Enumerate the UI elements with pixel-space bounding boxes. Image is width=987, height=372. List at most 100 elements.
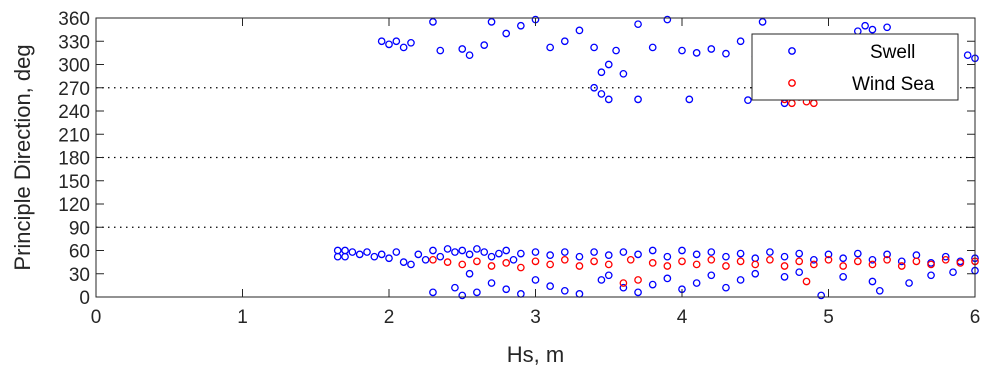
x-tick-label: 4 [677, 307, 688, 328]
data-point [707, 45, 716, 53]
data-point [407, 260, 415, 269]
data-point [458, 291, 467, 300]
data-point [590, 248, 598, 256]
x-axis-title: Hs, m [507, 342, 564, 367]
data-point [429, 246, 437, 255]
data-point [516, 249, 525, 258]
data-point [663, 252, 672, 261]
data-points [333, 15, 979, 300]
y-tick-label: 240 [58, 102, 90, 123]
data-point [619, 283, 628, 292]
data-point [875, 286, 884, 295]
data-point [341, 252, 349, 261]
data-point [531, 257, 540, 266]
data-point [736, 257, 745, 266]
data-point [516, 263, 525, 272]
data-point [685, 95, 694, 104]
data-point [436, 46, 445, 55]
data-point [597, 90, 606, 98]
data-point [502, 29, 511, 38]
y-axis-title: Principle Direction, deg [10, 44, 35, 270]
data-point [927, 271, 935, 280]
data-point [897, 257, 906, 266]
data-point [634, 250, 642, 259]
data-point [839, 272, 848, 281]
data-point [612, 46, 620, 55]
data-point [751, 260, 760, 269]
data-point [502, 285, 511, 294]
data-point [451, 283, 459, 292]
data-point [560, 255, 569, 264]
data-point [560, 286, 569, 295]
y-tick-label: 150 [58, 172, 90, 193]
data-point [780, 252, 789, 261]
data-point [590, 83, 598, 92]
data-point [648, 280, 657, 289]
data-point [795, 257, 804, 266]
y-tick-label: 270 [58, 79, 90, 100]
data-point [949, 268, 957, 277]
data-point [941, 252, 950, 261]
data-point [458, 45, 467, 53]
y-tick-label: 300 [58, 56, 90, 77]
data-point [809, 260, 818, 269]
data-point [853, 257, 862, 266]
y-tick-label: 360 [58, 9, 90, 30]
data-point [560, 248, 569, 256]
data-point [604, 95, 613, 104]
data-point [429, 288, 437, 297]
data-point [648, 246, 657, 255]
data-point [546, 43, 555, 52]
data-point [473, 257, 481, 266]
data-point [722, 262, 730, 270]
x-tick-label: 5 [823, 307, 834, 328]
data-point [868, 25, 877, 34]
data-point [465, 250, 474, 259]
data-point [839, 254, 848, 263]
data-point [692, 279, 701, 287]
series-swell [333, 15, 979, 300]
data-point [443, 245, 452, 253]
data-point [780, 272, 789, 281]
data-point [560, 37, 569, 46]
data-point [839, 262, 848, 270]
data-point [766, 248, 774, 256]
y-tick-label: 180 [58, 149, 90, 170]
data-point [597, 68, 606, 77]
data-point [392, 248, 401, 256]
x-tick-label: 1 [237, 307, 248, 328]
data-point [377, 250, 386, 259]
data-point [575, 252, 584, 261]
data-point [626, 255, 635, 264]
data-point [809, 255, 818, 264]
data-point [744, 96, 752, 105]
y-tick-label: 90 [69, 218, 90, 239]
data-point [692, 49, 701, 57]
data-point [546, 251, 555, 259]
y-tick-label: 30 [69, 265, 90, 286]
data-point [502, 259, 511, 267]
data-point [597, 276, 606, 284]
data-point [963, 51, 972, 60]
data-point [692, 260, 701, 269]
data-point [824, 250, 833, 259]
x-axis: 0 1 2 3 4 5 6 [91, 18, 980, 328]
data-point [678, 46, 686, 55]
data-point [509, 255, 518, 264]
data-point [648, 259, 657, 267]
data-point [707, 255, 716, 264]
data-point [487, 252, 496, 261]
data-point [385, 254, 393, 263]
y-tick-label: 210 [58, 125, 90, 146]
y-tick-label: 120 [58, 195, 90, 216]
legend-box [751, 33, 959, 101]
data-point [429, 255, 437, 264]
data-point [546, 260, 555, 269]
data-point [590, 257, 598, 266]
data-point [604, 260, 613, 269]
data-point [377, 37, 386, 46]
data-point [429, 18, 437, 26]
data-point [868, 260, 877, 269]
